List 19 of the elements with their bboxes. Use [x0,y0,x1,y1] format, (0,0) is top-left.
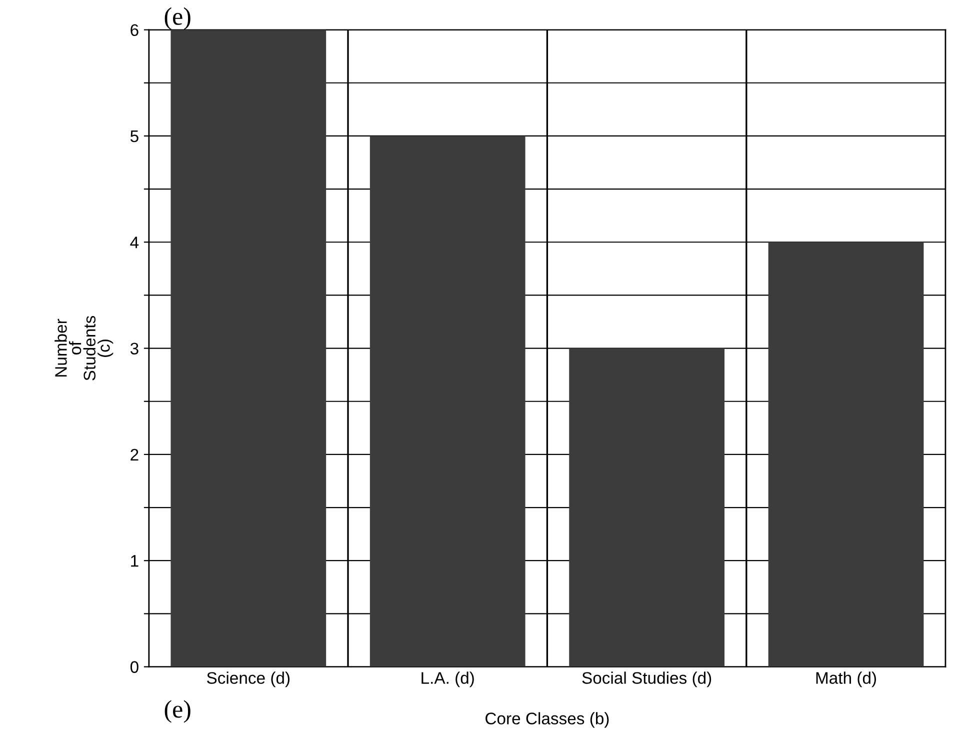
x-tick-label: Math (d) [816,672,876,688]
y-tick-label: 3 [130,342,138,354]
x-axis-title: Core Classes (b) [486,712,609,728]
x-tick-label: L.A. (d) [422,672,474,688]
y-tick-label: 1 [131,555,138,567]
y-axis-title: Number of Students (c) [54,316,114,380]
text: (e) [164,700,190,723]
bar [768,242,924,667]
x-tick-label: Social Studies (d) [582,672,712,688]
y-tick-label: 6 [130,24,138,36]
y-tick-label: 4 [130,236,139,248]
annotation: (e) [164,7,190,30]
bar [170,30,326,667]
y-tick-label: 5 [130,130,138,142]
y-tick-label: 0 [130,661,138,673]
bar [370,136,526,667]
bar [569,348,724,667]
x-tick-label: Science (d) [207,672,290,688]
y-tick-label: 2 [130,448,138,460]
